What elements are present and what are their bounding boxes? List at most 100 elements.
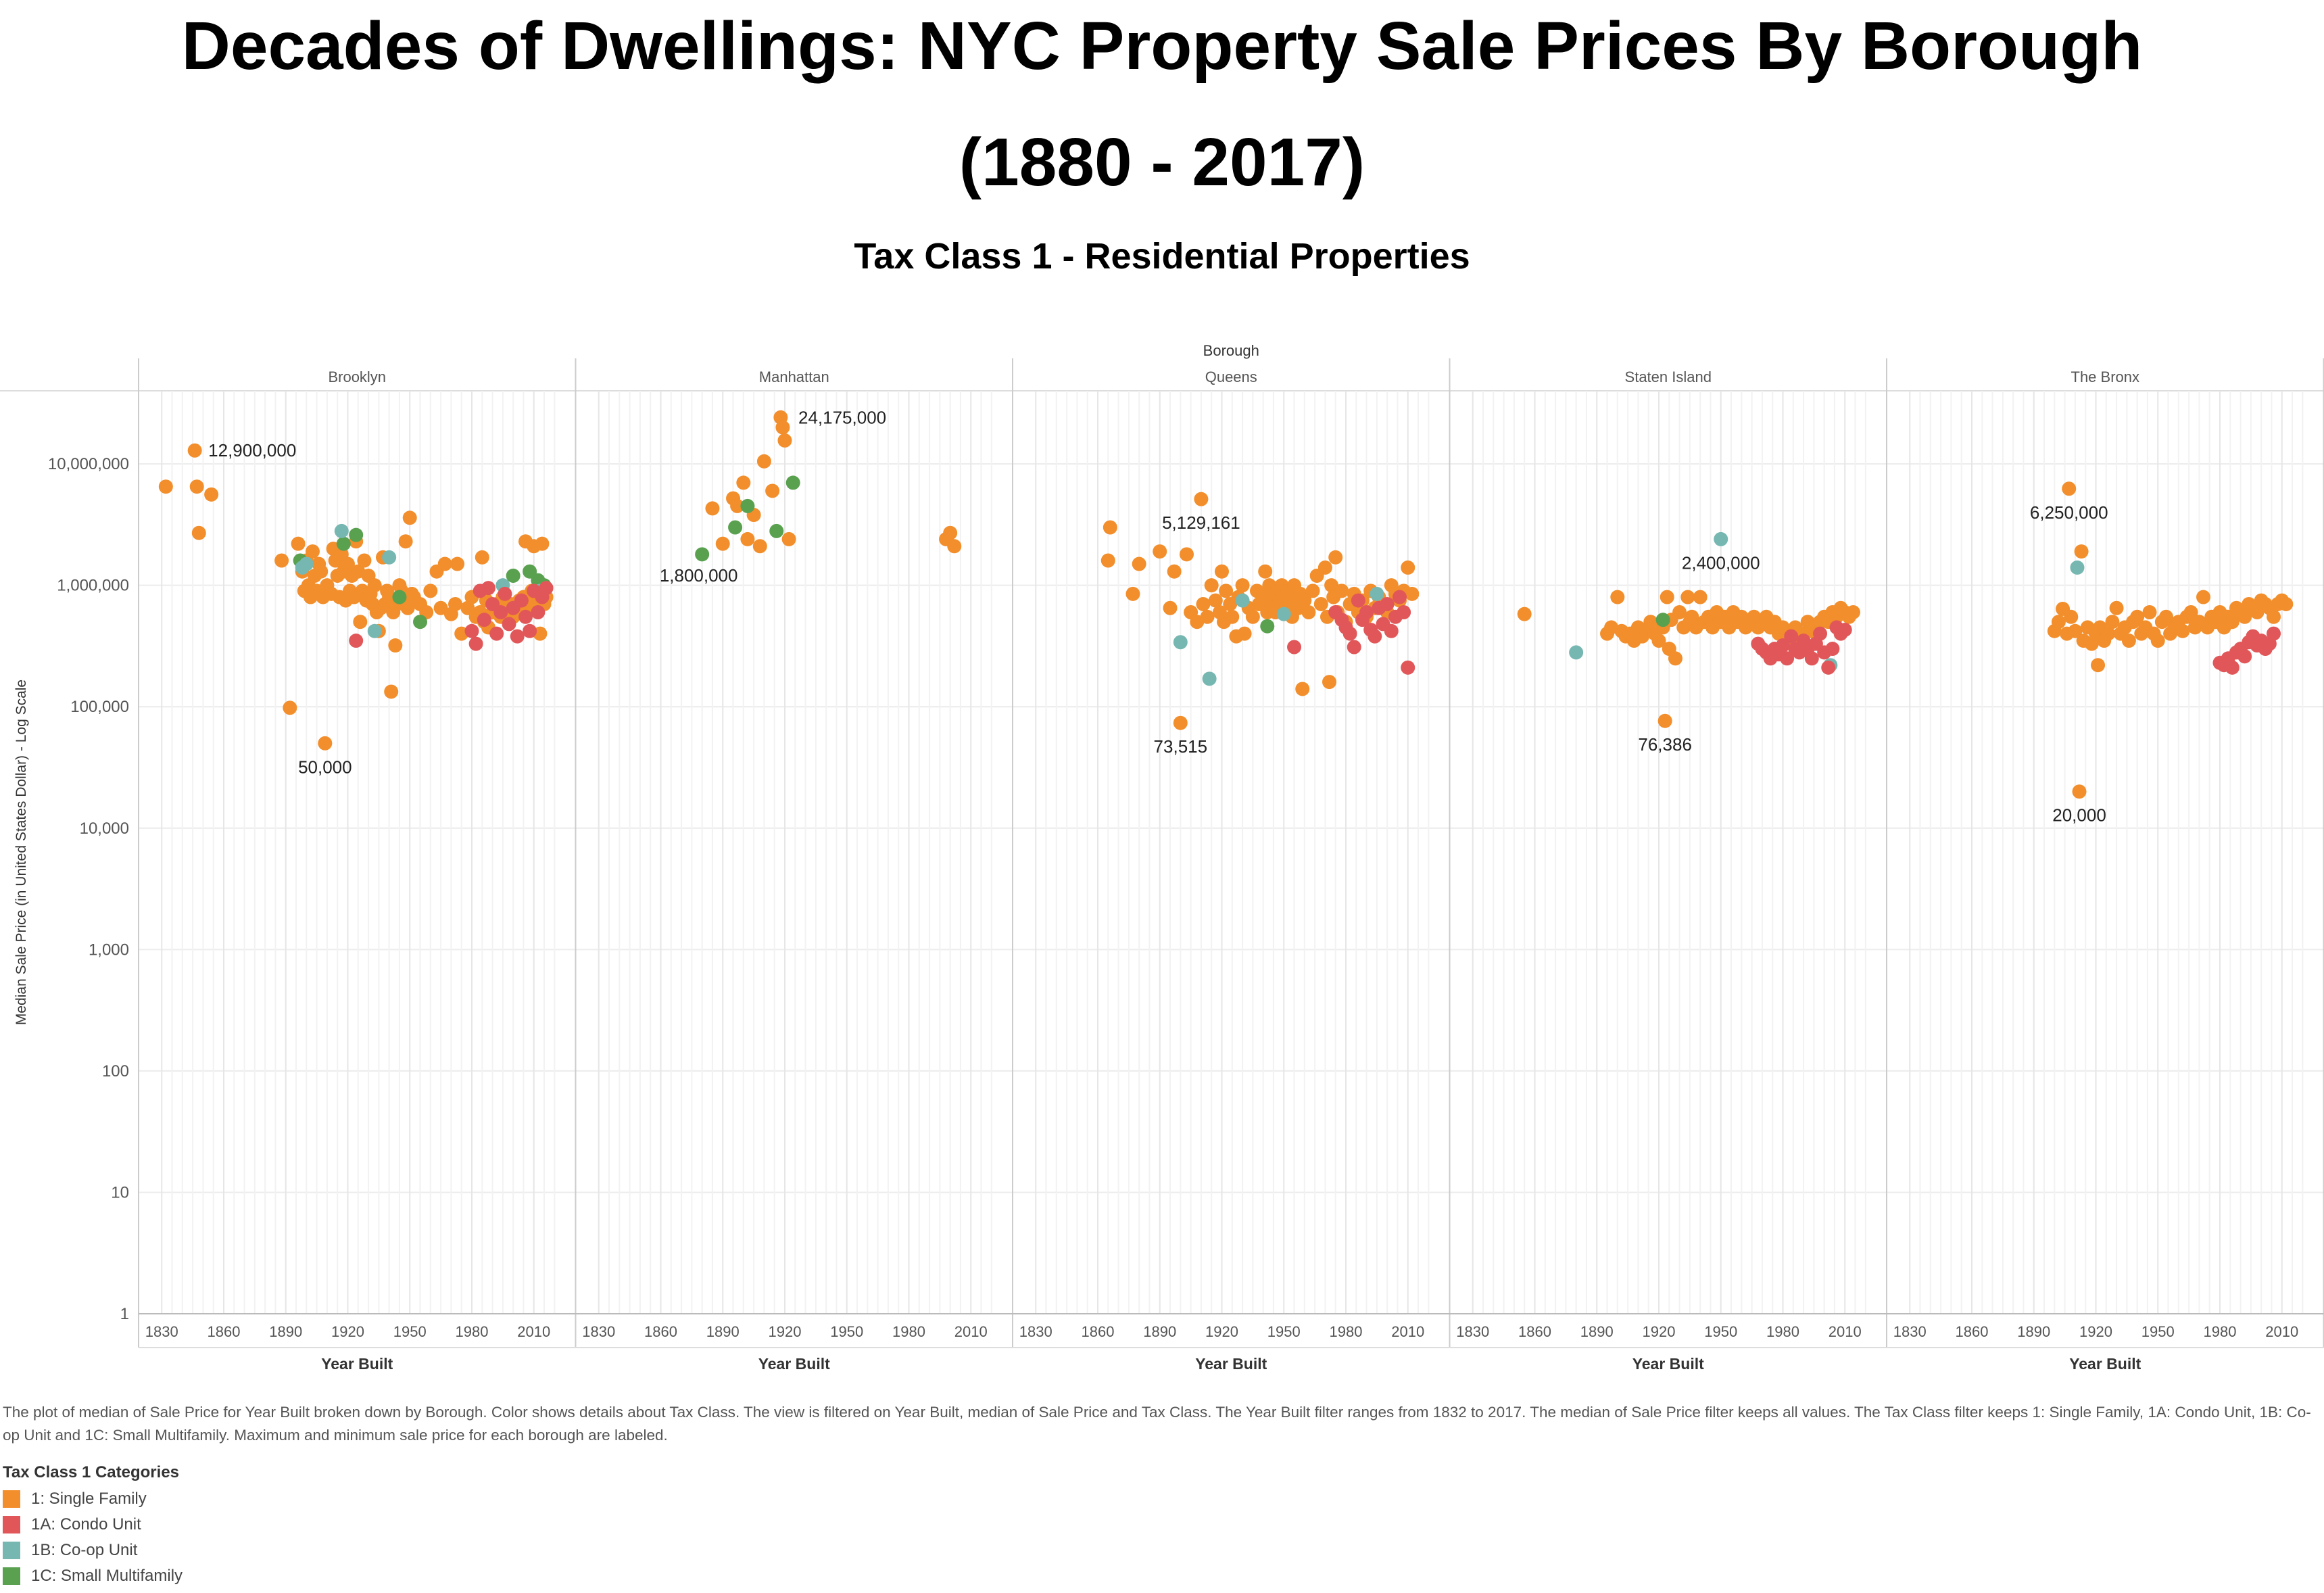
data-point-1	[2130, 609, 2145, 624]
data-point-1	[705, 501, 720, 516]
data-point-1	[535, 536, 550, 551]
data-point-1a	[1825, 642, 1840, 657]
data-point-1	[947, 539, 962, 554]
x-axis-title: Year Built	[1195, 1355, 1267, 1373]
x-tick-label: 1890	[2017, 1323, 2050, 1340]
x-tick-label: 1890	[1580, 1323, 1614, 1340]
legend-items: 1: Single Family 1A: Condo Unit 1B: Co-op …	[3, 1486, 183, 1589]
legend-item[interactable]: 1B: Co-op Unit	[3, 1538, 183, 1563]
data-point-1a	[531, 604, 546, 619]
data-point-1	[305, 544, 320, 559]
data-point-1c	[413, 615, 428, 629]
legend-title: Tax Class 1 Categories	[3, 1463, 180, 1481]
data-point-1a	[2225, 660, 2240, 675]
data-point-1a	[1351, 593, 1365, 608]
data-point-1	[1313, 596, 1328, 611]
x-tick-label: 1830	[145, 1323, 178, 1340]
data-point-1	[1132, 556, 1146, 571]
data-point-1	[1845, 604, 1860, 619]
legend-item[interactable]: 1A: Condo Unit	[3, 1512, 183, 1538]
facet-label-manhattan: Manhattan	[759, 368, 829, 385]
legend-swatch	[3, 1516, 20, 1533]
y-tick-label: 100,000	[70, 698, 129, 716]
data-point-1	[1163, 600, 1178, 615]
data-point-1a	[2237, 649, 2252, 664]
x-tick-label: 1860	[1956, 1323, 1989, 1340]
data-point-1a	[1401, 660, 1415, 675]
chart-title-line1: Decades of Dwellings: NYC Property Sale …	[181, 8, 2143, 84]
x-tick-label: 2010	[1829, 1323, 1862, 1340]
data-point-1b	[367, 623, 382, 638]
data-point-1b	[299, 556, 314, 571]
data-point-1	[314, 564, 329, 579]
data-point-1	[1301, 604, 1316, 619]
x-tick-label: 1920	[1205, 1323, 1238, 1340]
data-point-1	[437, 556, 452, 571]
data-point-1	[367, 578, 382, 593]
data-point-1	[1660, 590, 1674, 604]
x-tick-label: 2010	[2265, 1323, 2298, 1340]
data-point-1	[2051, 615, 2066, 629]
data-point-1	[1305, 584, 1320, 598]
data-point-1	[1643, 615, 1658, 629]
point-annotation: 76,386	[1638, 734, 1692, 755]
x-tick-label: 1830	[582, 1323, 615, 1340]
facet-label-staten-island: Staten Island	[1625, 368, 1712, 385]
data-point-1	[1237, 626, 1252, 641]
data-point-1	[1317, 560, 1332, 575]
data-point-1b	[382, 550, 397, 565]
data-point-1c	[1655, 613, 1670, 627]
data-point-1	[2091, 658, 2106, 673]
data-point-1	[1610, 590, 1625, 604]
data-point-1b	[1714, 531, 1728, 546]
chart-subtitle: Tax Class 1 - Residential Properties	[854, 236, 1470, 277]
data-point-1	[715, 536, 730, 551]
point-annotation: 73,515	[1154, 736, 1208, 757]
data-point-1	[1401, 560, 1415, 575]
y-tick-label: 100	[102, 1062, 129, 1080]
point-annotation: 5,129,161	[1162, 513, 1240, 533]
y-tick-label: 1,000,000	[57, 577, 129, 595]
data-point-1a	[489, 626, 504, 641]
legend-item[interactable]: 1C: Small Multifamily	[3, 1563, 183, 1589]
data-point-1	[1103, 520, 1117, 535]
data-point-1	[423, 584, 438, 598]
data-point-1	[1225, 609, 1240, 624]
data-point-1	[1297, 593, 1312, 608]
data-point-1a	[349, 634, 364, 648]
data-point-1	[1214, 564, 1229, 579]
data-point-1	[475, 550, 489, 565]
data-point-1a	[1837, 622, 1852, 637]
legend-item[interactable]: 1: Single Family	[3, 1486, 183, 1512]
y-tick-label: 1	[120, 1305, 129, 1323]
data-point-1c	[769, 523, 784, 538]
point-annotation: 12,900,000	[208, 440, 296, 460]
data-point-1	[2068, 623, 2083, 638]
data-point-1	[1125, 586, 1140, 601]
point-annotation: 6,250,000	[2030, 502, 2108, 523]
data-point-1	[736, 475, 751, 490]
data-point-1	[2105, 615, 2120, 629]
data-point-1	[2074, 544, 2089, 559]
data-point-1	[204, 487, 219, 502]
data-point-1a	[523, 623, 537, 638]
chart-title-line2: (1880 - 2017)	[959, 124, 1365, 200]
x-tick-label: 1980	[1330, 1323, 1363, 1340]
legend-swatch	[3, 1567, 20, 1585]
x-tick-label: 2010	[954, 1323, 988, 1340]
data-point-1	[448, 596, 463, 611]
data-point-1	[274, 553, 289, 568]
point-annotation: 50,000	[298, 757, 352, 777]
x-tick-label: 1860	[644, 1323, 677, 1340]
data-point-1	[1167, 564, 1182, 579]
data-point-1	[765, 483, 780, 498]
point-annotation: 2,400,000	[1682, 552, 1760, 573]
data-point-1	[1208, 593, 1223, 608]
facet-label-the-bronx: The Bronx	[2071, 368, 2140, 385]
data-point-1a	[539, 581, 554, 596]
data-point-1a	[518, 609, 533, 624]
x-tick-label: 1860	[1082, 1323, 1115, 1340]
data-point-1	[189, 479, 204, 494]
data-point-1b	[1173, 635, 1188, 650]
data-point-1a	[1287, 640, 1302, 655]
